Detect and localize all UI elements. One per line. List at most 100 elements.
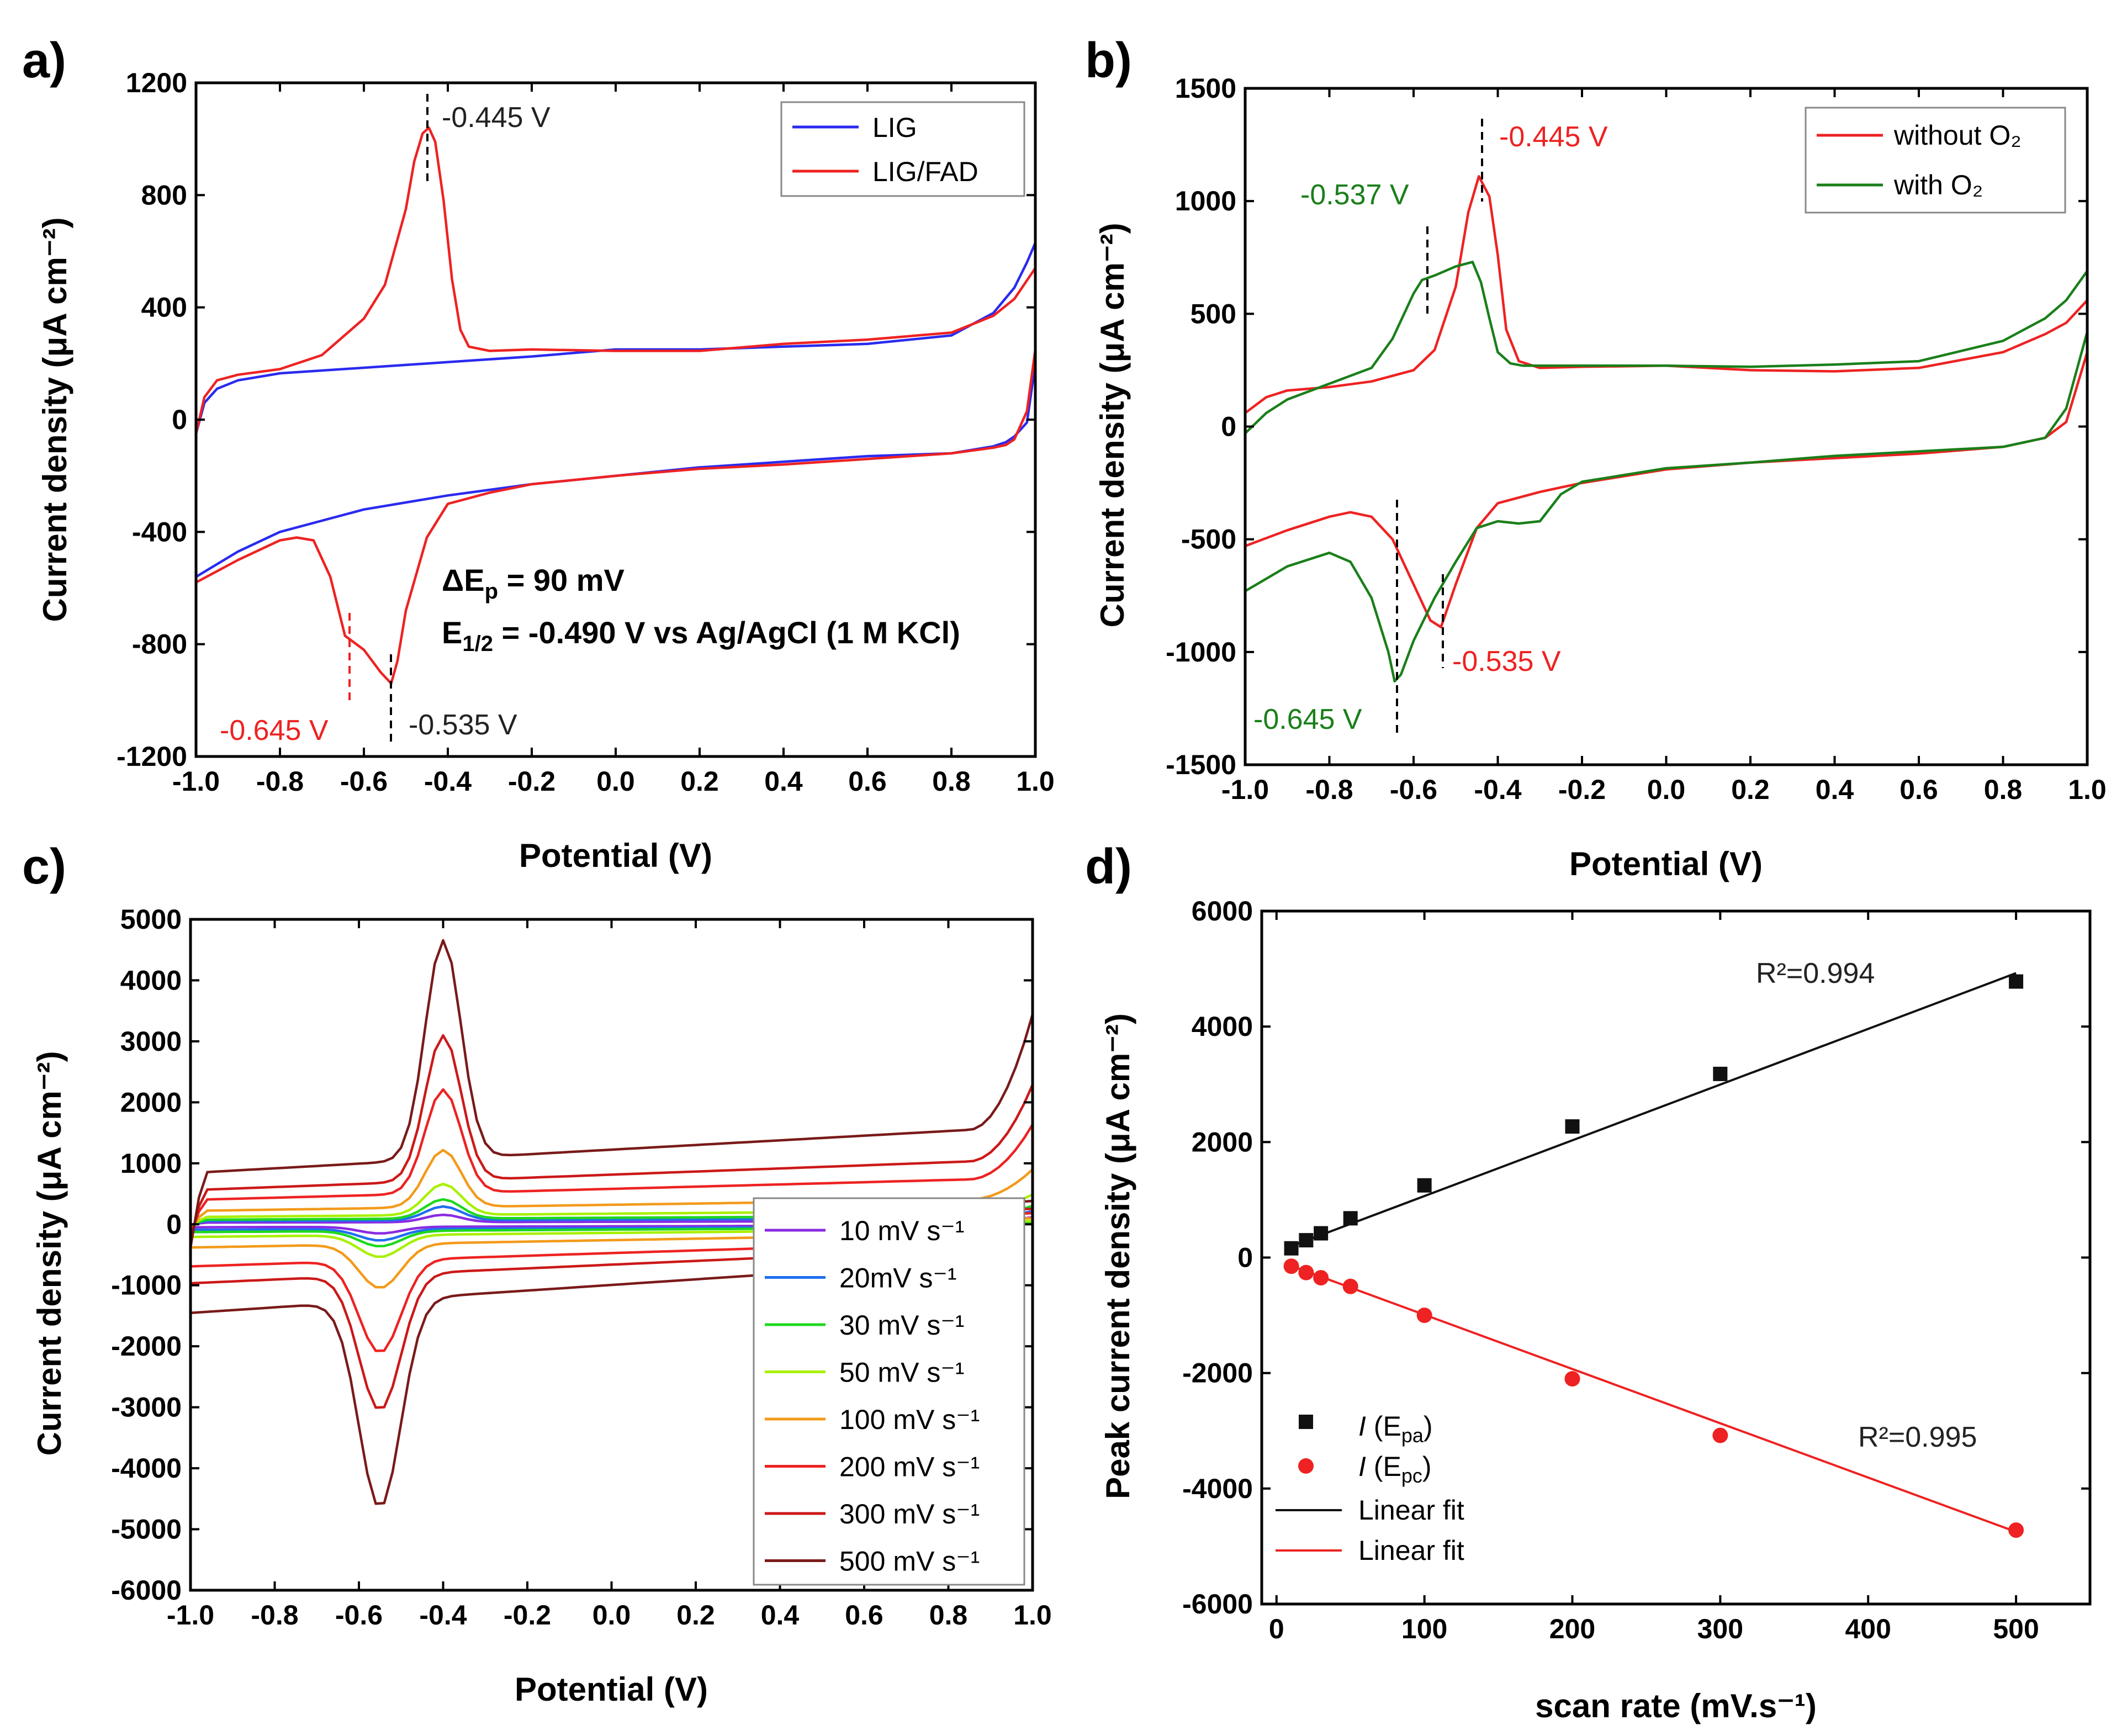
panel-d-x-tick-label: 500	[1993, 1613, 2039, 1644]
panel-c-x-tick-label: 0.6	[845, 1600, 883, 1631]
panel-b-x-tick-label: 0.4	[1816, 774, 1854, 805]
panel-d-point-epa	[1314, 1226, 1329, 1241]
panel-d-point-epa	[1565, 1119, 1580, 1134]
panel-d-x-tick-label: 100	[1401, 1613, 1447, 1644]
panel-d-point-epa	[1343, 1211, 1358, 1226]
panel-a-x-tick-label: -0.8	[256, 766, 304, 797]
panel-b-y-axis-label: Current density (μA cm⁻²)	[1094, 223, 1131, 628]
panel-a-y-tick-label: -400	[132, 516, 187, 547]
panel-a-series-lig	[194, 241, 1037, 578]
panel-c: c) -1.0 -0.8 -0.6 -0.4 -0.2 0.0 0.2 0.4 0.6 0.8 1.…	[22, 839, 1052, 1708]
panel-c-legend-label-100: 100 mV s⁻¹	[839, 1404, 980, 1435]
panel-a-x-tick-label: -1.0	[172, 766, 220, 797]
panel-a-y-tick-label: -800	[132, 629, 187, 660]
panel-b-annotation-cathodic: -0.535 V	[1452, 645, 1561, 678]
panel-c-y-tick-label: 0	[166, 1209, 182, 1240]
panel-a-y-axis-label: Current density (μA cm⁻²)	[36, 218, 73, 622]
panel-d: d) 0 100 200 300 400 500 -6000 -4000 -2000 0 2000 4…	[1085, 839, 2092, 1724]
panel-b-x-tick-label: 0.0	[1647, 774, 1686, 805]
panel-d-point-epa	[1299, 1233, 1314, 1248]
panel-d-legend: I (Epa) I (Epc) Linear fit Linear fit	[1276, 1411, 1464, 1566]
panel-d-point-epa	[1417, 1178, 1432, 1193]
panel-d-point-epc	[2008, 1522, 2024, 1538]
panel-b-legend: without O₂ with O₂	[1805, 107, 2066, 214]
panel-d-fit-line-epc	[1290, 1264, 2017, 1533]
panel-b-x-tick-label: -1.0	[1221, 774, 1269, 805]
legend-label-without-o2: without O₂	[1893, 120, 2022, 151]
panel-b-y-tick-label: -1500	[1166, 749, 1236, 780]
panel-b-x-tick-label: 0.6	[1900, 774, 1938, 805]
panel-c-y-tick-label: 1000	[120, 1148, 182, 1179]
panel-c-legend: 10 mV s⁻¹ 20mV s⁻¹ 30 mV s⁻¹ 50 mV s⁻¹ 100 m…	[753, 1197, 1025, 1586]
panel-b-x-tick-label: -0.6	[1390, 774, 1437, 805]
panel-c-x-tick-label: 0.0	[592, 1600, 631, 1631]
panel-c-y-tick-label: -6000	[111, 1575, 182, 1606]
panel-b-x-tick-label: 1.0	[2068, 774, 2107, 805]
panel-c-y-tick-label: -2000	[111, 1331, 182, 1362]
panel-d-y-tick-label: -2000	[1182, 1358, 1253, 1389]
legend-label-epc: I (Epc)	[1358, 1451, 1432, 1487]
panel-a-label: a)	[22, 33, 66, 88]
panel-c-y-tick-label: 3000	[120, 1026, 182, 1057]
panel-d-point-epc	[1283, 1258, 1299, 1274]
panel-b-y-tick-label: 0	[1221, 411, 1236, 442]
panel-a-x-tick-label: 0.2	[680, 766, 719, 797]
panel-d-point-epc	[1416, 1308, 1432, 1324]
panel-d-point-epc	[1298, 1264, 1314, 1280]
panel-d-r2-cathodic: R²=0.995	[1858, 1421, 1977, 1453]
panel-b-annotation-shoulder: -0.537 V	[1300, 179, 1409, 211]
panel-c-legend-label-500: 500 mV s⁻¹	[839, 1546, 980, 1577]
legend-label-lig: LIG	[872, 112, 917, 143]
panel-c-legend-label-20: 20mV s⁻¹	[839, 1263, 957, 1294]
panel-c-legend-label-10: 10 mV s⁻¹	[839, 1215, 964, 1246]
panel-c-legend-label-50: 50 mV s⁻¹	[839, 1357, 964, 1388]
panel-d-y-tick-label: -6000	[1182, 1589, 1253, 1619]
panel-c-x-tick-label: -0.2	[504, 1600, 551, 1631]
panel-c-x-tick-label: 0.2	[676, 1600, 715, 1631]
legend-label-epa: I (Epa)	[1358, 1411, 1433, 1447]
panel-d-point-epc	[1712, 1427, 1728, 1443]
panel-b-x-tick-label: -0.4	[1474, 774, 1521, 805]
legend-label-with-o2: with O₂	[1893, 170, 1983, 200]
panel-d-y-tick-label: 6000	[1192, 896, 1253, 927]
panel-b-series-with-o2	[1244, 261, 2089, 683]
panel-a-y-tick-label: -1200	[117, 741, 187, 772]
panel-b: b) -1.0 -0.8 -0.6 -0.4 -0.2 0.0 0.2 0.4 0.6 0.8 1.…	[1085, 33, 2107, 882]
panel-c-y-tick-label: 4000	[120, 965, 182, 996]
panel-a-e-half: E1/2 = -0.490 V vs Ag/AgCl (1 M KCl)	[442, 615, 960, 656]
panel-c-y-tick-label: -5000	[111, 1514, 182, 1545]
panel-d-y-tick-label: 0	[1237, 1242, 1253, 1273]
panel-a-x-tick-label: 1.0	[1016, 766, 1055, 797]
panel-d-point-epc	[1342, 1278, 1358, 1294]
panel-c-x-axis-label: Potential (V)	[515, 1671, 708, 1708]
legend-label-fit-black: Linear fit	[1358, 1495, 1464, 1526]
panel-c-y-tick-label: 5000	[120, 904, 182, 935]
legend-label-lig-fad: LIG/FAD	[872, 156, 978, 187]
panel-b-x-tick-label: -0.2	[1558, 774, 1606, 805]
panel-a-y-tick-label: 1200	[126, 67, 187, 98]
panel-d-x-axis-label: scan rate (mV.s⁻¹)	[1535, 1687, 1817, 1724]
legend-label-fit-red: Linear fit	[1358, 1535, 1464, 1566]
panel-d-point-epa	[1713, 1066, 1728, 1081]
panel-b-x-tick-label: -0.8	[1305, 774, 1353, 805]
panel-d-point-epc	[1313, 1270, 1329, 1286]
panel-a-x-tick-label: 0.4	[764, 766, 803, 797]
panel-a-annotation-red: -0.645 V	[220, 714, 329, 747]
panel-c-x-tick-label: 0.8	[929, 1600, 968, 1631]
panel-c-x-tick-label: -1.0	[167, 1600, 214, 1631]
panel-c-x-tick-label: -0.8	[251, 1600, 298, 1631]
panel-b-x-axis-label: Potential (V)	[1569, 845, 1763, 882]
panel-c-legend-label-300: 300 mV s⁻¹	[839, 1499, 980, 1529]
panel-d-fit-line-epa	[1290, 972, 2017, 1247]
panel-d-point-epc	[1564, 1371, 1580, 1387]
panel-b-annotation-anodic: -0.445 V	[1499, 121, 1608, 153]
panel-d-y-tick-label: 2000	[1192, 1126, 1253, 1157]
panel-a-x-tick-label: -0.4	[424, 766, 472, 797]
panel-b-annotation-o2: -0.645 V	[1253, 703, 1362, 735]
panel-a-legend: LIG LIG/FAD	[780, 101, 1025, 197]
panel-c-label: c)	[22, 839, 66, 895]
panel-b-label: b)	[1085, 33, 1132, 88]
panel-d-x-tick-label: 200	[1549, 1613, 1595, 1644]
panel-a-x-tick-label: 0.8	[932, 766, 971, 797]
panel-a-delta-ep: ΔEp = 90 mV	[442, 563, 625, 604]
